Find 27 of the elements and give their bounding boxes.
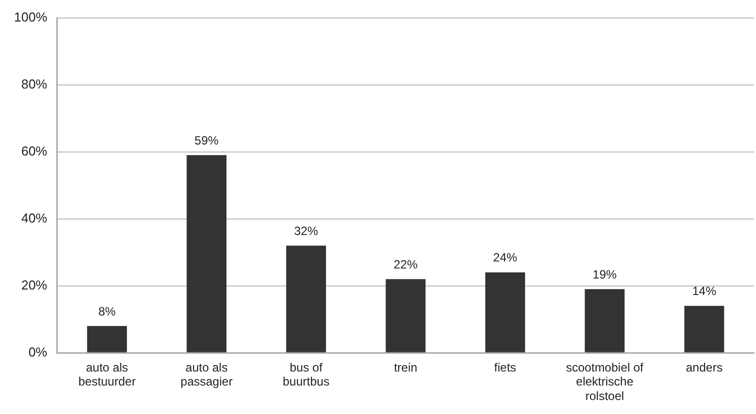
bar <box>87 326 127 352</box>
y-tick-label: 40% <box>21 210 48 226</box>
bar <box>684 306 724 352</box>
y-tick-label: 60% <box>21 143 48 158</box>
data-label: 24% <box>493 250 518 265</box>
data-label: 22% <box>394 257 418 272</box>
bar <box>186 155 226 352</box>
y-tick-label: 80% <box>21 76 48 92</box>
x-tick-label: anders <box>686 360 723 374</box>
y-tick-label: 100% <box>14 9 48 24</box>
x-tick-label: trein <box>394 360 418 374</box>
data-label: 8% <box>98 304 116 318</box>
x-tick-label: auto als passagier <box>180 360 233 389</box>
data-label: 32% <box>294 224 318 238</box>
data-label: 59% <box>194 133 219 148</box>
x-tick-label: auto als bestuurder <box>78 360 136 389</box>
x-tick-label: scootmobiel of elektrische rolstoel <box>566 360 644 404</box>
x-tick-label: bus of buurtbus <box>282 360 330 389</box>
bar <box>286 246 326 352</box>
data-label: 19% <box>592 267 618 282</box>
y-tick-label: 0% <box>28 344 48 360</box>
data-label: 14% <box>692 284 717 298</box>
bar <box>485 272 526 352</box>
bar <box>584 289 625 352</box>
y-tick-label: 20% <box>21 277 48 292</box>
bar <box>386 279 426 352</box>
x-tick-label: fiets <box>494 360 516 374</box>
